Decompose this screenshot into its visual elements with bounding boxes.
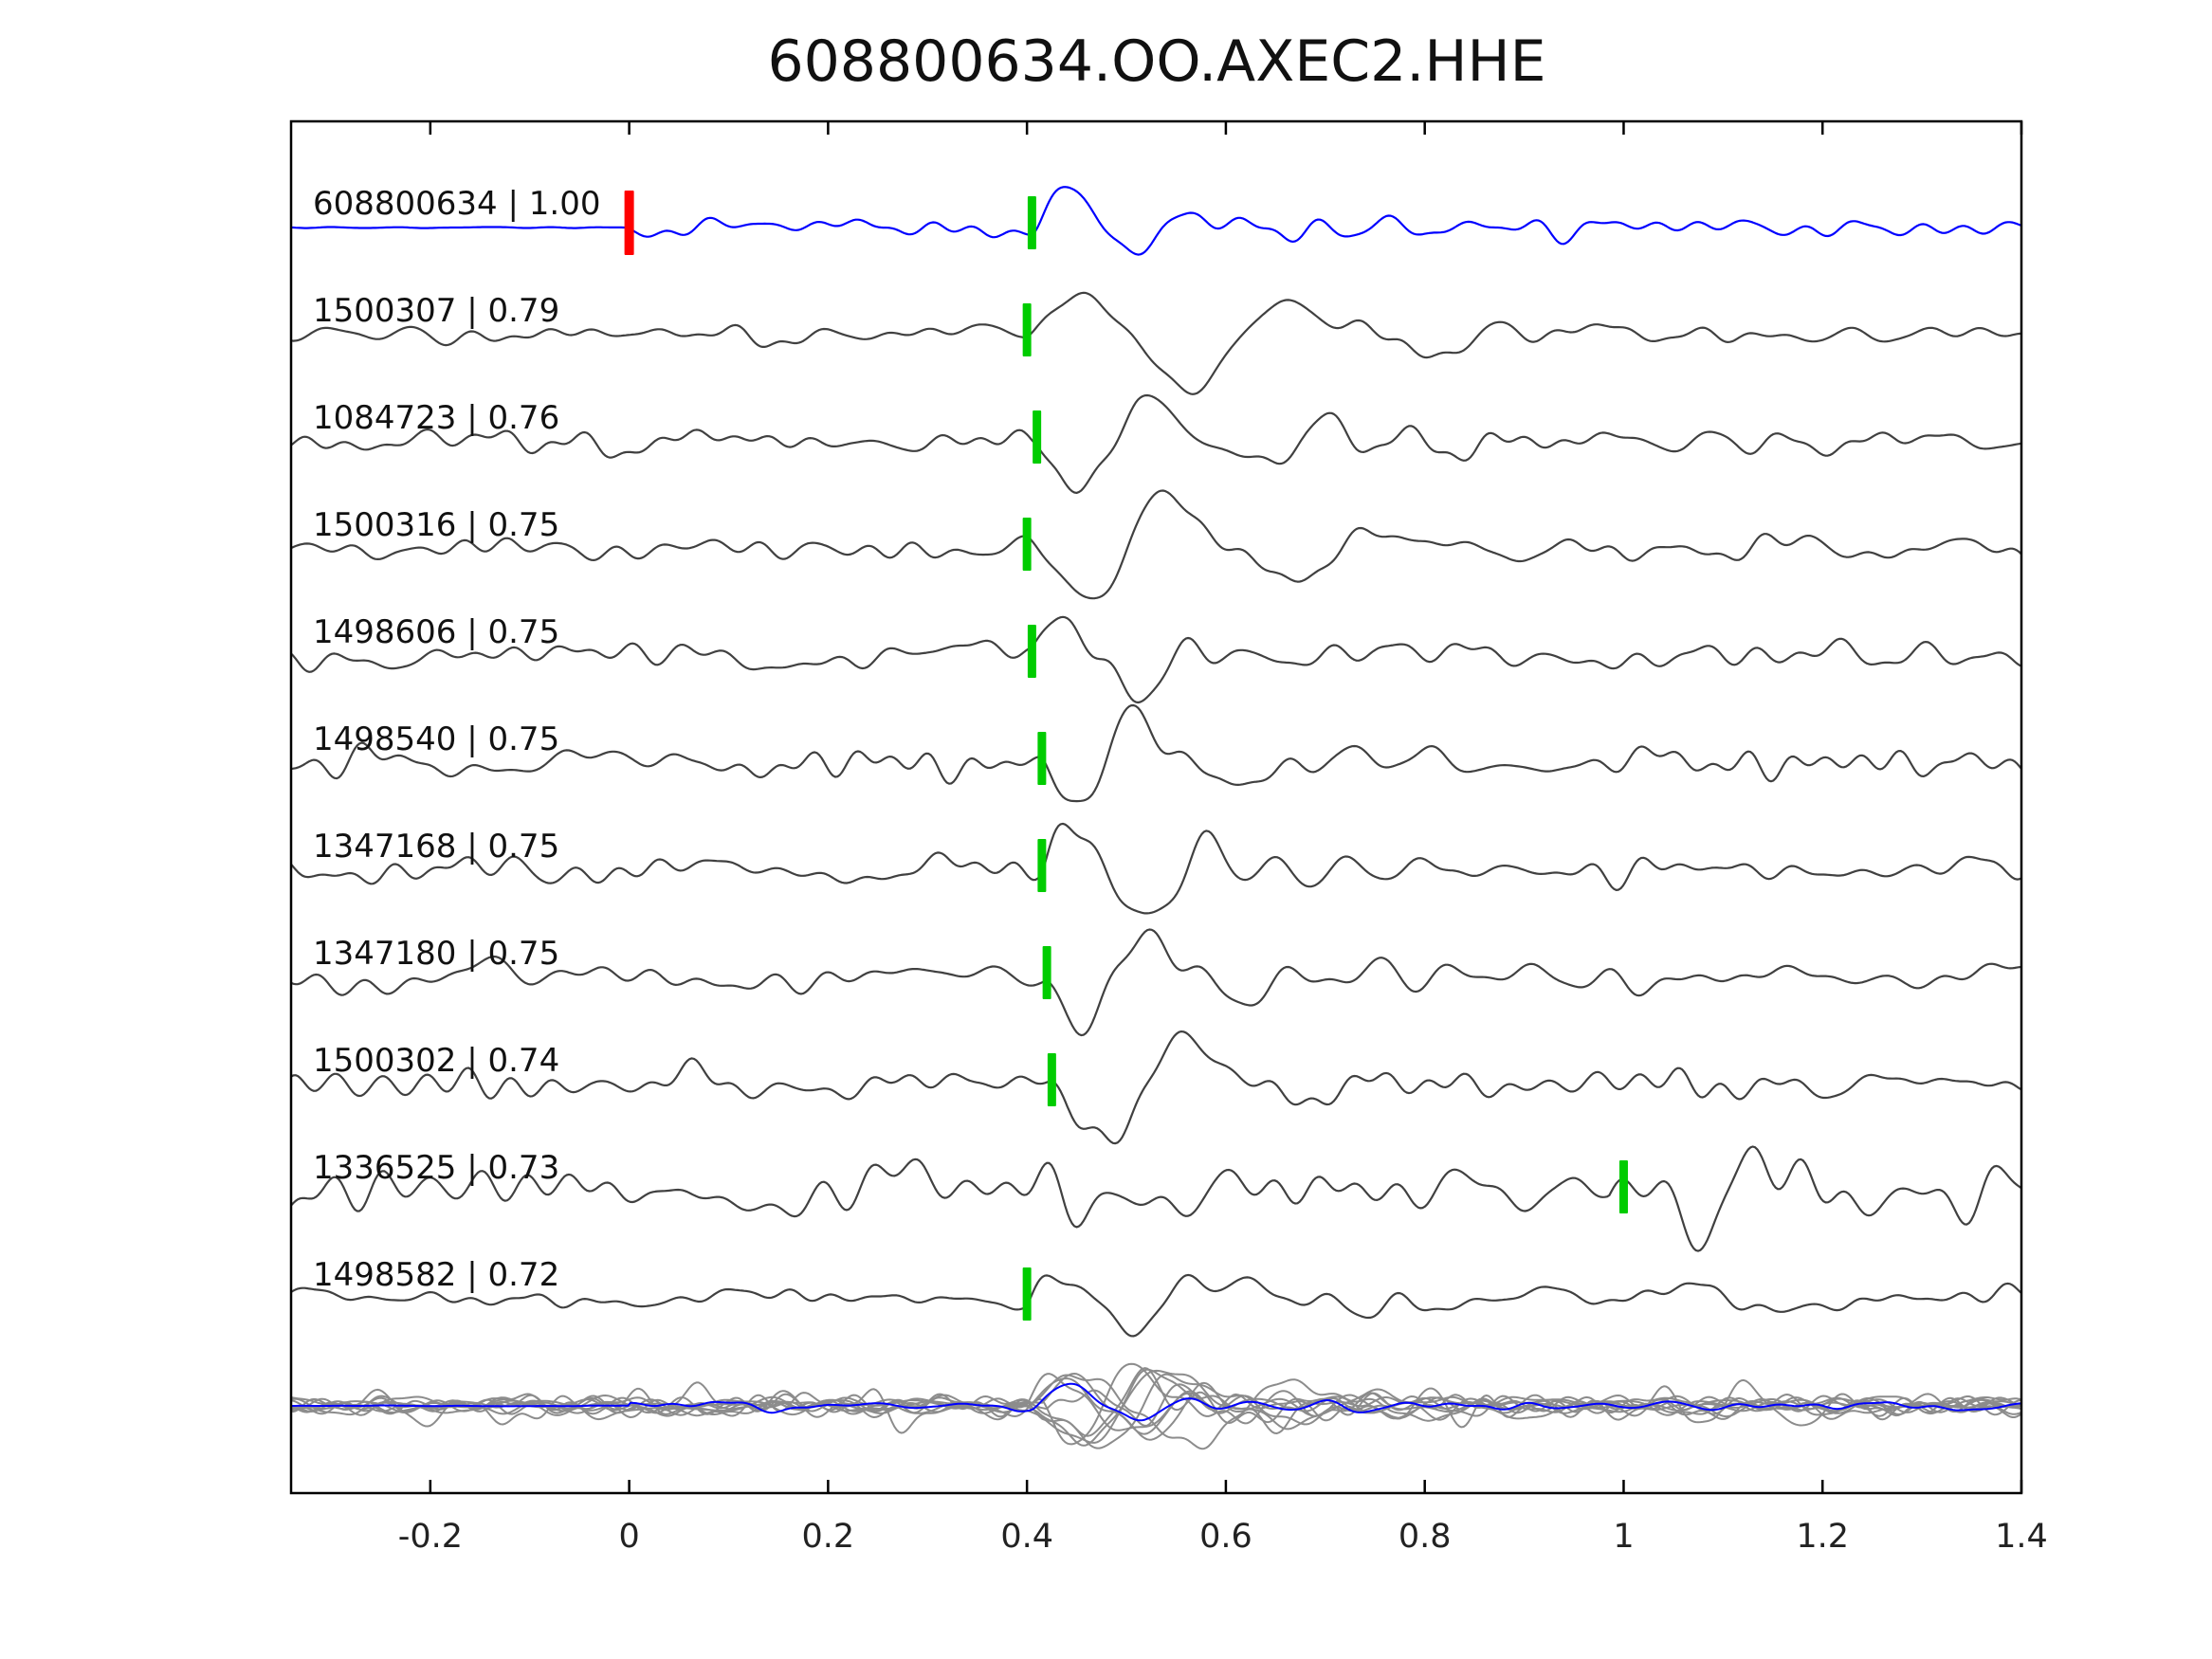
stack-trace-1347168 bbox=[292, 1373, 2020, 1441]
x-tick-label: 1.2 bbox=[1796, 1518, 1849, 1556]
x-tick-label: 0.4 bbox=[1000, 1518, 1053, 1556]
phase-pick-marker bbox=[1022, 1267, 1032, 1321]
waveform-trace-1500316 bbox=[292, 489, 2020, 600]
x-axis-tick-labels: -0.2 0 0.2 0.4 0.6 0.8 1 1.2 1.4 bbox=[398, 1518, 2048, 1556]
waveform-trace-1498582 bbox=[292, 1273, 2020, 1338]
trace-label-1500316: 1500316 | 0.75 bbox=[313, 506, 559, 544]
stack-trace-1498582 bbox=[292, 1373, 2020, 1431]
phase-pick-marker bbox=[1037, 732, 1047, 785]
trace-label-1498582: 1498582 | 0.72 bbox=[313, 1256, 559, 1294]
chart-title: 608800634.OO.AXEC2.HHE bbox=[767, 28, 1545, 95]
trace-label-1498606: 1498606 | 0.75 bbox=[313, 613, 559, 651]
pick-markers-group bbox=[624, 191, 1628, 1321]
waveform-trace-1498606 bbox=[292, 615, 2020, 704]
phase-pick-marker bbox=[1022, 518, 1032, 571]
phase-pick-marker bbox=[1042, 946, 1051, 999]
trace-label-1500307: 1500307 | 0.79 bbox=[313, 292, 559, 330]
trace-label-1347180: 1347180 | 0.75 bbox=[313, 935, 559, 973]
x-tick-label: 1.4 bbox=[1995, 1518, 2048, 1556]
waveform-trace-1347180 bbox=[292, 928, 2020, 1037]
x-tick-label: 0 bbox=[618, 1518, 639, 1556]
x-axis-ticks bbox=[429, 121, 2023, 1493]
waveform-trace-1084723 bbox=[292, 393, 2020, 494]
stack-trace-master bbox=[292, 1382, 2020, 1422]
phase-pick-marker bbox=[1033, 410, 1042, 464]
waveform-trace-1336525 bbox=[292, 1145, 2020, 1252]
x-tick-label: 0.2 bbox=[802, 1518, 855, 1556]
trace-label-608800634: 608800634 | 1.00 bbox=[313, 185, 600, 223]
waveform-trace-1347168 bbox=[292, 822, 2020, 915]
plot-area-border bbox=[289, 119, 2023, 1495]
x-tick-label: -0.2 bbox=[398, 1518, 463, 1556]
waveform-trace-1500307 bbox=[292, 291, 2020, 395]
phase-pick-marker bbox=[1047, 1053, 1056, 1106]
trace-label-1347168: 1347168 | 0.75 bbox=[313, 828, 559, 866]
waveform-trace-1500302 bbox=[292, 1030, 2020, 1145]
x-tick-label: 0.6 bbox=[1199, 1518, 1252, 1556]
trace-label-1498540: 1498540 | 0.75 bbox=[313, 720, 559, 758]
phase-pick-marker bbox=[1037, 839, 1047, 892]
trace-label-1500302: 1500302 | 0.74 bbox=[313, 1042, 559, 1080]
waveform-trace-1498540 bbox=[292, 703, 2020, 803]
phase-pick-marker bbox=[1022, 303, 1032, 356]
phase-pick-marker bbox=[1027, 625, 1036, 678]
phase-pick-marker bbox=[1027, 196, 1036, 249]
trace-label-1084723: 1084723 | 0.76 bbox=[313, 399, 559, 437]
trace-label-1336525: 1336525 | 0.73 bbox=[313, 1149, 559, 1187]
origin-pick-marker bbox=[624, 191, 634, 255]
phase-pick-marker bbox=[1618, 1160, 1628, 1213]
x-tick-label: 0.8 bbox=[1398, 1518, 1452, 1556]
traces-group bbox=[292, 186, 2020, 1450]
x-tick-label: 1 bbox=[1613, 1518, 1634, 1556]
trace-labels-group: 608800634 | 1.00 1500307 | 0.79 1084723 | … bbox=[313, 185, 600, 1294]
waveform-trace-608800634 bbox=[292, 186, 2020, 256]
stack-trace-1500316 bbox=[292, 1369, 2020, 1444]
